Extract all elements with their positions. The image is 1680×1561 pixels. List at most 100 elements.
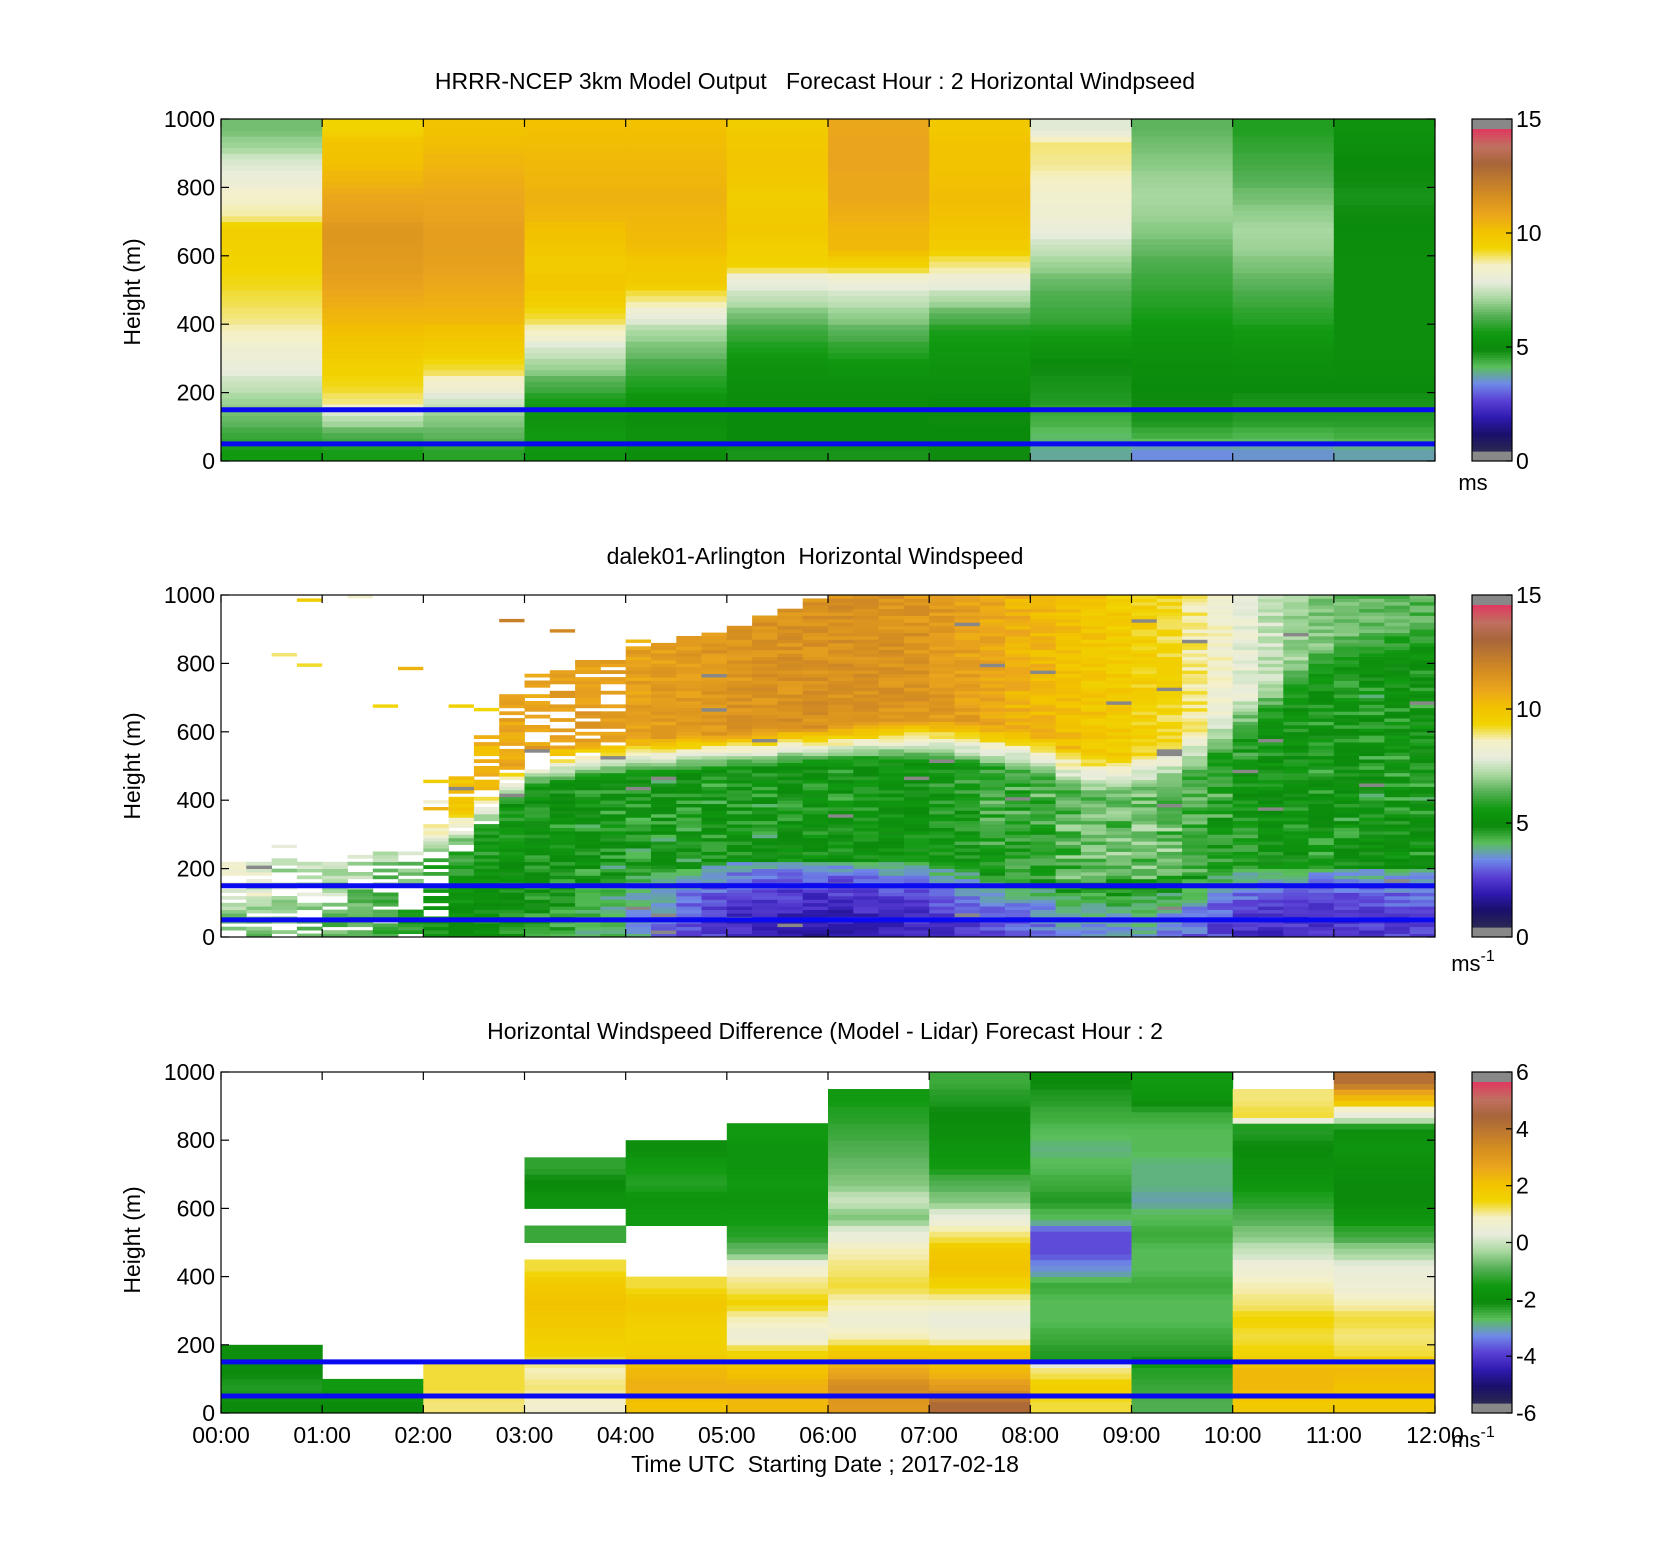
heatmap-cell xyxy=(701,872,728,876)
heatmap-cell xyxy=(1409,789,1436,794)
heatmap-cell xyxy=(1308,660,1335,664)
heatmap-cell xyxy=(524,889,551,893)
heatmap-cell xyxy=(853,690,879,695)
heatmap-cell xyxy=(1131,735,1158,739)
heatmap-cell xyxy=(752,704,778,709)
heatmap-cell xyxy=(726,779,753,784)
heatmap-cell xyxy=(954,649,981,654)
heatmap-cell xyxy=(1030,666,1056,671)
heatmap-cell xyxy=(1258,766,1284,770)
heatmap-cell xyxy=(1156,656,1183,661)
heatmap-cell xyxy=(1106,759,1132,763)
heatmap-cell xyxy=(549,844,576,849)
heatmap-cell xyxy=(1384,827,1411,832)
heatmap-cell xyxy=(1283,796,1309,801)
heatmap-cell xyxy=(322,364,424,371)
colorbar-tick-label: 5 xyxy=(1516,810,1529,836)
heatmap-cell xyxy=(524,742,551,746)
heatmap-cell xyxy=(1156,646,1183,651)
heatmap-cell xyxy=(1182,841,1208,845)
heatmap-cell xyxy=(1258,595,1284,599)
heatmap-cell xyxy=(1283,793,1309,798)
colorbar-swatch xyxy=(1472,268,1512,272)
heatmap-cell xyxy=(1258,892,1284,897)
heatmap-cell xyxy=(600,848,627,852)
heatmap-cell xyxy=(903,707,930,712)
heatmap-cell xyxy=(676,670,702,674)
heatmap-cell xyxy=(423,347,525,354)
heatmap-cell xyxy=(1333,834,1360,839)
heatmap-cell xyxy=(221,358,323,365)
heatmap-cell xyxy=(1283,605,1309,610)
heatmap-cell xyxy=(625,404,728,411)
heatmap-cell xyxy=(221,170,323,177)
heatmap-cell xyxy=(777,810,804,815)
heatmap-cell xyxy=(524,923,551,928)
heatmap-cell xyxy=(1283,878,1309,883)
heatmap-cell xyxy=(1005,759,1031,763)
heatmap-cell xyxy=(1131,612,1158,616)
heatmap-cell xyxy=(1258,793,1284,798)
heatmap-cell xyxy=(1359,851,1385,856)
heatmap-cell xyxy=(676,878,702,883)
heatmap-cell xyxy=(524,312,627,319)
heatmap-cell xyxy=(651,848,677,852)
heatmap-cell xyxy=(1384,701,1411,705)
heatmap-cell xyxy=(828,392,930,399)
heatmap-cell xyxy=(752,745,778,750)
heatmap-cell xyxy=(777,813,804,818)
heatmap-cell xyxy=(1005,807,1031,811)
heatmap-cell xyxy=(726,341,829,348)
colorbar-swatch xyxy=(1472,338,1512,342)
heatmap-cell xyxy=(1055,622,1082,627)
heatmap-cell xyxy=(524,875,551,880)
heatmap-cell xyxy=(651,731,677,736)
heatmap-cell xyxy=(1283,786,1309,791)
heatmap-cell xyxy=(726,215,829,223)
heatmap-cell xyxy=(1055,629,1082,633)
heatmap-cell xyxy=(1131,902,1158,907)
heatmap-cell xyxy=(1308,649,1335,654)
heatmap-cell xyxy=(575,923,601,928)
heatmap-cell xyxy=(1182,742,1208,746)
heatmap-cell xyxy=(1156,687,1183,692)
heatmap-cell xyxy=(752,824,778,828)
heatmap-cell xyxy=(600,704,627,709)
heatmap-cell xyxy=(549,913,576,917)
heatmap-cell xyxy=(1207,622,1234,627)
heatmap-cell xyxy=(1005,779,1031,784)
heatmap-cell xyxy=(726,800,753,804)
heatmap-cell xyxy=(726,1407,829,1414)
heatmap-cell xyxy=(1333,632,1360,637)
heatmap-cell xyxy=(1182,612,1208,616)
heatmap-cell xyxy=(701,926,728,931)
heatmap-cell xyxy=(1005,598,1031,603)
heatmap-cell xyxy=(1131,595,1158,599)
heatmap-cell xyxy=(575,683,601,688)
heatmap-cell xyxy=(322,358,424,365)
heatmap-cell xyxy=(600,738,627,743)
heatmap-cell xyxy=(828,1327,930,1334)
heatmap-cell xyxy=(1080,748,1107,753)
heatmap-cell xyxy=(1080,605,1107,610)
heatmap-cell xyxy=(549,718,576,722)
heatmap-cell xyxy=(878,701,905,705)
heatmap-cell xyxy=(802,752,829,757)
heatmap-cell xyxy=(322,307,424,314)
heatmap-cell xyxy=(1333,913,1360,917)
heatmap-cell xyxy=(524,745,551,750)
heatmap-cell xyxy=(828,766,854,770)
heatmap-cell xyxy=(625,1344,728,1351)
heatmap-cell xyxy=(1359,629,1385,633)
heatmap-cell xyxy=(1106,762,1132,767)
heatmap-cell xyxy=(423,1401,525,1408)
heatmap-cell xyxy=(929,786,955,791)
heatmap-cell xyxy=(979,725,1006,729)
heatmap-cell xyxy=(1131,438,1234,445)
heatmap-cell xyxy=(726,844,753,849)
heatmap-cell xyxy=(676,639,702,644)
heatmap-cell xyxy=(752,762,778,767)
heatmap-cell xyxy=(903,714,930,719)
heatmap-cell xyxy=(954,755,981,760)
heatmap-cell xyxy=(853,728,879,733)
